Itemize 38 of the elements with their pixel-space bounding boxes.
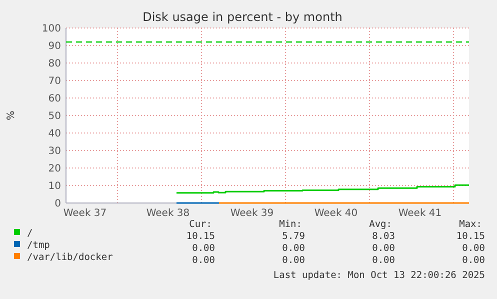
y-tick-label: 60 — [48, 94, 61, 104]
y-tick-label: 90 — [48, 41, 61, 52]
x-tick-label: Week 41 — [398, 208, 442, 219]
legend-label: /var/lib/docker — [27, 252, 114, 263]
text: 8.03 — [372, 231, 395, 242]
y-tick-label: 100 — [42, 24, 61, 34]
x-tick-label: Week 39 — [230, 208, 274, 219]
text: 0.00 — [372, 243, 396, 254]
text: Avg: — [369, 219, 392, 230]
text: 0.00 — [282, 243, 306, 254]
x-tick-label: Week 40 — [314, 208, 358, 219]
text: 0.00 — [192, 255, 216, 266]
text: Min: — [279, 219, 302, 230]
text: 0.00 — [372, 255, 396, 266]
x-tick-label: Week 38 — [146, 208, 190, 219]
y-tick-label: 20 — [48, 164, 61, 174]
chart-title: Disk usage in percent - by month — [142, 10, 342, 24]
text: 10.15 — [456, 231, 485, 242]
text: Max: — [459, 219, 482, 230]
y-tick-label: 70 — [48, 76, 61, 87]
text: 5.79 — [282, 231, 306, 242]
y-tick-label: 80 — [48, 58, 61, 70]
legend-label: /tmp — [27, 240, 50, 251]
text: 0.00 — [282, 255, 306, 266]
text: 10.15 — [186, 231, 215, 242]
text: 0.00 — [462, 255, 486, 266]
text: Cur: — [189, 219, 212, 230]
y-tick-label: 50 — [48, 111, 61, 122]
y-tick-label: 40 — [48, 128, 61, 140]
y-tick-label: 0 — [54, 198, 61, 210]
y-axis-title: % — [6, 110, 17, 120]
text: 0.00 — [192, 243, 216, 254]
y-tick-label: 30 — [48, 146, 61, 157]
x-tick-label: Week 37 — [63, 208, 107, 219]
y-tick-label: 10 — [48, 181, 61, 192]
legend-label: / — [27, 228, 33, 239]
text: 0.00 — [462, 243, 486, 254]
text: Last update: Mon Oct 13 22:00:26 2025 — [273, 270, 485, 281]
